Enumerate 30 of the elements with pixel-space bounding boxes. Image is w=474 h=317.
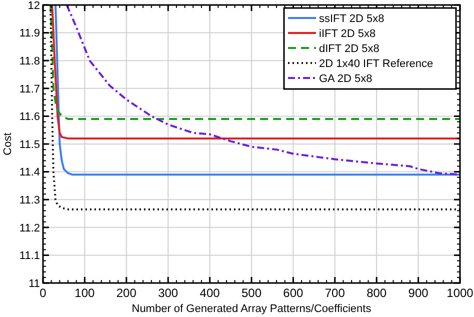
x-tick-label: 300	[158, 286, 178, 300]
y-tick-label: 11.7	[19, 83, 40, 96]
y-tick-label: 11.9	[19, 28, 40, 40]
x-tick-label: 500	[241, 286, 262, 300]
y-tick-label: 12	[28, 0, 40, 12]
y-axis-title: Cost	[2, 132, 14, 156]
y-tick-label: 11	[28, 278, 40, 290]
x-tick-label: 0	[40, 286, 47, 300]
legend-label: ssIFT 2D 5x8	[319, 12, 384, 25]
x-tick-label: 800	[366, 286, 387, 300]
legend-label: 2D 1x40 IFT Reference	[319, 58, 434, 70]
y-tick-label: 11.1	[19, 250, 40, 262]
x-tick-label: 1000	[446, 286, 474, 300]
y-tick-label: 11.4	[19, 166, 40, 179]
x-tick-label: 100	[74, 286, 96, 300]
x-tick-label: 200	[116, 286, 137, 300]
x-tick-label: 700	[324, 286, 346, 300]
y-tick-label: 11.8	[19, 55, 40, 68]
legend-label: dIFT 2D 5x8	[319, 42, 380, 55]
y-tick-label: 11.5	[19, 138, 40, 151]
x-tick-label: 900	[408, 286, 429, 300]
x-tick-label: 400	[200, 286, 220, 300]
line-series	[50, 5, 460, 210]
y-tick-label: 11.2	[19, 222, 40, 234]
legend-label: iIFT 2D 5x8	[319, 28, 376, 40]
x-axis-title: Number of Generated Array Patterns/Coefficients	[132, 303, 372, 315]
x-tick-label: 600	[283, 286, 304, 300]
legend-label: GA 2D 5x8	[319, 72, 372, 85]
y-tick-label: 11.6	[19, 111, 40, 124]
y-tick-label: 11.3	[19, 194, 40, 206]
